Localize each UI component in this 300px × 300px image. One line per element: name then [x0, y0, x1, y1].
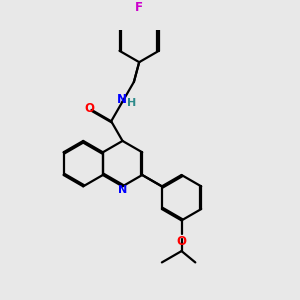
Text: H: H: [127, 98, 136, 108]
Text: F: F: [135, 1, 143, 13]
Text: N: N: [118, 185, 127, 195]
Text: O: O: [176, 236, 187, 248]
Text: N: N: [117, 93, 127, 106]
Text: O: O: [84, 102, 94, 115]
